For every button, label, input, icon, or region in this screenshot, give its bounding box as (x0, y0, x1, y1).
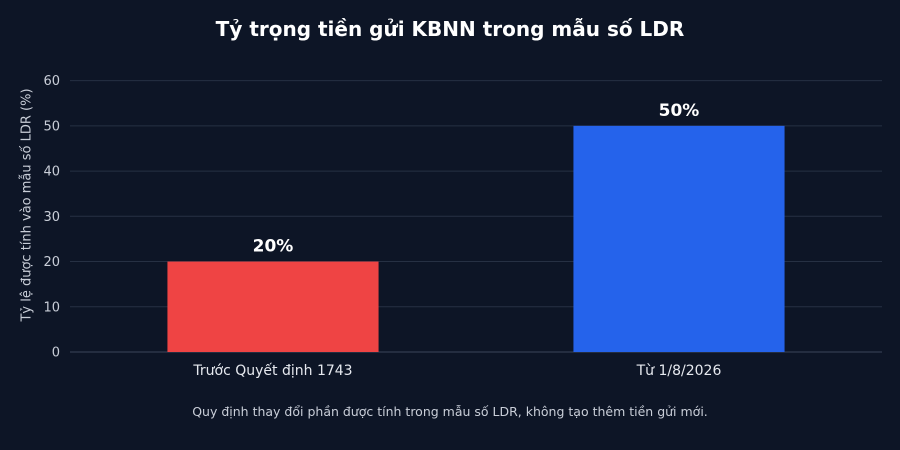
data-label-1: 50% (659, 101, 700, 121)
data-labels: 20% 50% (253, 101, 700, 257)
bar-1 (573, 125, 785, 352)
y-tick-labels: 0 10 20 30 40 50 60 (43, 74, 60, 360)
chart-footnote: Quy định thay đổi phần được tính trong m… (192, 404, 708, 419)
chart-title: Tỷ trọng tiền gửi KBNN trong mẫu số LDR (215, 17, 685, 41)
y-tick-label: 30 (43, 210, 60, 225)
category-labels: Trước Quyết định 1743 Từ 1/8/2026 (192, 362, 721, 379)
data-label-0: 20% (253, 237, 294, 257)
y-tick-label: 10 (43, 300, 60, 315)
y-tick-label: 50 (43, 119, 60, 134)
y-tick-label: 40 (43, 165, 60, 180)
y-tick-label: 60 (43, 74, 60, 89)
bar-0 (167, 261, 379, 352)
y-tick-label: 0 (52, 346, 60, 361)
category-label-0: Trước Quyết định 1743 (192, 362, 352, 379)
bars (167, 125, 785, 352)
y-tick-label: 20 (43, 255, 60, 270)
category-label-1: Từ 1/8/2026 (636, 363, 722, 379)
